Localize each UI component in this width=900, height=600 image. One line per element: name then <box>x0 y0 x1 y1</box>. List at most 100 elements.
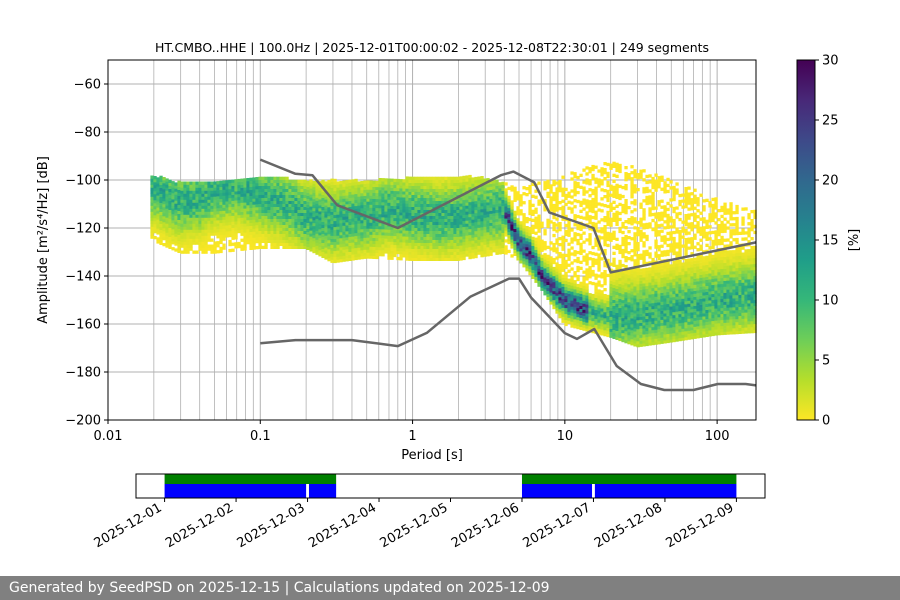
psd-cell <box>675 212 679 216</box>
psd-cell <box>654 284 658 288</box>
psd-cell <box>387 202 391 206</box>
psd-cell <box>192 214 196 218</box>
psd-cell <box>579 296 583 300</box>
psd-cell <box>531 218 535 222</box>
psd-cell <box>180 232 184 236</box>
psd-cell <box>243 181 247 185</box>
psd-cell <box>459 239 463 243</box>
psd-cell <box>555 193 559 197</box>
psd-cell <box>480 197 484 201</box>
psd-cell <box>501 202 505 206</box>
psd-cell <box>402 209 406 213</box>
psd-cell <box>528 190 532 195</box>
psd-cell <box>339 232 343 236</box>
psd-cell <box>525 265 529 269</box>
psd-cell <box>618 286 622 291</box>
psd-cell <box>390 181 394 185</box>
psd-cell <box>240 220 244 224</box>
psd-cell <box>222 216 226 220</box>
psd-cell <box>171 196 175 200</box>
psd-cell <box>285 224 289 228</box>
psd-cell <box>372 240 376 244</box>
psd-cell <box>654 338 658 342</box>
psd-cell <box>210 205 214 209</box>
psd-cell <box>639 280 643 284</box>
psd-cell <box>372 219 376 223</box>
psd-cell <box>495 203 499 207</box>
psd-cell <box>540 278 544 282</box>
psd-cell <box>204 247 208 251</box>
psd-cell <box>243 244 247 248</box>
psd-cell <box>480 215 484 219</box>
psd-cell <box>660 289 664 293</box>
psd-cell <box>540 257 544 261</box>
psd-cell <box>567 302 571 306</box>
psd-cell <box>300 239 304 243</box>
psd-cell <box>492 186 496 190</box>
psd-cell <box>372 180 376 184</box>
psd-cell <box>273 176 277 180</box>
psd-cell <box>318 208 322 212</box>
psd-cell <box>369 255 373 259</box>
psd-cell <box>402 191 406 195</box>
psd-cell <box>243 211 247 215</box>
psd-cell <box>222 213 226 217</box>
psd-cell <box>210 217 214 221</box>
psd-cell <box>555 238 559 242</box>
psd-cell <box>672 308 676 313</box>
psd-cell <box>378 235 382 239</box>
psd-cell <box>273 212 277 216</box>
psd-cell <box>648 198 652 202</box>
psd-cell <box>549 292 553 296</box>
psd-cell <box>642 253 646 257</box>
psd-cell <box>252 180 256 184</box>
psd-cell <box>195 199 199 203</box>
psd-cell <box>321 200 325 204</box>
psd-cell <box>384 208 388 212</box>
psd-cell <box>528 232 532 237</box>
psd-cell <box>444 242 448 246</box>
psd-cell <box>672 332 676 337</box>
psd-cell <box>216 193 220 197</box>
psd-cell <box>411 233 415 237</box>
psd-cell <box>150 226 154 230</box>
psd-cell <box>162 177 166 181</box>
psd-cell <box>663 238 667 242</box>
psd-cell <box>654 326 658 330</box>
psd-cell <box>615 189 619 193</box>
psd-cell <box>411 227 415 231</box>
psd-cell <box>630 300 634 304</box>
psd-cell <box>228 227 232 232</box>
psd-cell <box>174 212 178 216</box>
psd-cell <box>594 297 598 301</box>
psd-cell <box>237 202 241 207</box>
psd-cell <box>159 211 163 215</box>
psd-cell <box>627 329 631 333</box>
psd-cell <box>579 311 583 315</box>
psd-cell <box>483 187 487 191</box>
psd-cell <box>183 241 187 245</box>
psd-cell <box>228 212 232 217</box>
psd-cell <box>342 222 346 226</box>
psd-cell <box>555 286 559 290</box>
psd-cell <box>675 269 679 273</box>
psd-cell <box>441 200 445 204</box>
psd-cell <box>522 225 526 229</box>
psd-cell <box>462 217 466 222</box>
psd-cell <box>498 251 502 255</box>
psd-cell <box>201 202 205 206</box>
psd-cell <box>336 184 340 188</box>
psd-cell <box>507 249 511 254</box>
psd-cell <box>348 215 352 219</box>
psd-cell <box>582 186 586 190</box>
psd-cell <box>474 248 478 253</box>
psd-cell <box>477 218 481 222</box>
psd-cell <box>243 247 247 251</box>
psd-cell <box>417 221 421 225</box>
psd-cell <box>540 200 544 204</box>
psd-cell <box>288 236 292 240</box>
psd-cell <box>543 253 547 257</box>
psd-cell <box>156 204 160 208</box>
psd-cell <box>591 203 595 208</box>
psd-cell <box>615 327 619 331</box>
